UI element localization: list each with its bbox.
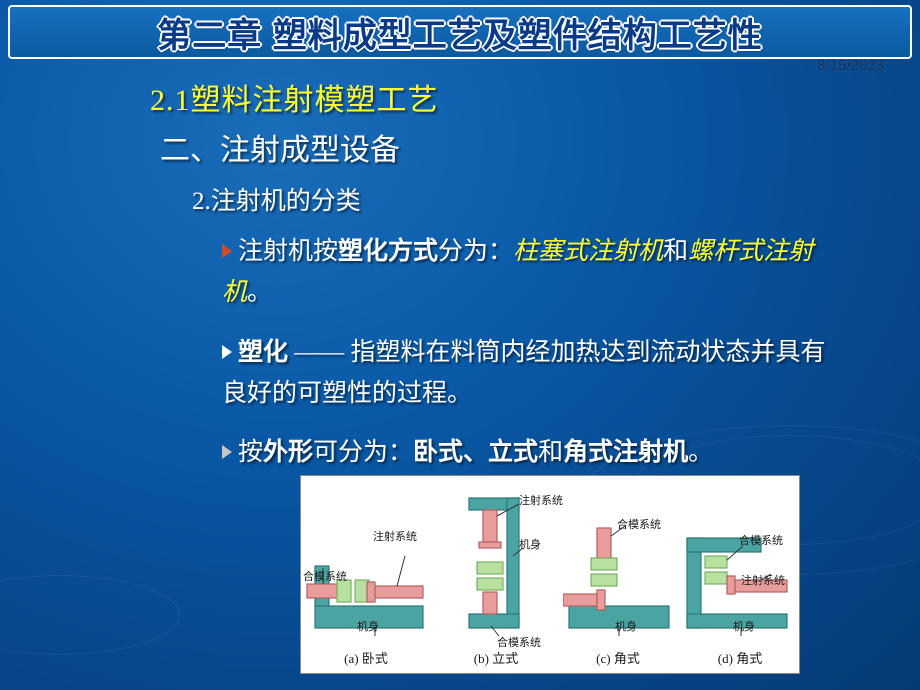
caption-a: (a) 卧式	[311, 648, 421, 667]
bullet-1-text: 注射机按	[238, 238, 338, 265]
bullet-triangle-icon	[222, 445, 232, 459]
section-two-heading: 二、注射成型设备	[160, 125, 850, 169]
label-clamp-sys: 合模系统	[617, 516, 661, 532]
machine-b	[441, 496, 551, 639]
bullet-2: 塑化 —— 指塑料在料筒内经加热达到流动状态并具有良好的可塑性的过程。	[222, 332, 830, 415]
bullet-3-end: 。	[688, 439, 713, 466]
bullet-3-bold1: 外形	[263, 438, 313, 466]
label-clamp-sys: 合模系统	[303, 568, 347, 584]
section-2-1-heading: 2.1塑料注射模塑工艺	[150, 75, 850, 119]
label-body: 机身	[733, 618, 755, 634]
caption-d: (d) 角式	[685, 648, 795, 667]
bullet-3-and: 和	[538, 439, 563, 466]
label-clamp-sys: 合模系统	[739, 532, 783, 548]
bullet-3: 按外形可分为：卧式、立式和角式注射机。	[222, 432, 830, 473]
chapter-title: 第二章 塑料成型工艺及塑件结构工艺性	[157, 8, 762, 57]
label-body: 机身	[519, 536, 541, 552]
chapter-title-bar: 第二章 塑料成型工艺及塑件结构工艺性	[8, 5, 912, 59]
bullet-1-bold: 塑化方式	[338, 237, 438, 265]
bg-ripple	[0, 575, 180, 655]
caption-c: (c) 角式	[563, 648, 673, 667]
label-body: 机身	[615, 618, 637, 634]
bullet-triangle-icon	[222, 244, 232, 258]
machine-b-svg	[441, 496, 551, 641]
date-stamp: 8/15/2023	[817, 57, 884, 74]
bullet-2-head: 塑化	[238, 338, 288, 366]
bullet-1-em1: 柱塞式注射机	[513, 238, 663, 265]
label-inject-sys: 注射系统	[519, 492, 563, 508]
subsection-2-heading: 2.注射机的分类	[192, 181, 850, 217]
bullet-1-and: 和	[663, 238, 688, 265]
label-inject-sys: 注射系统	[741, 572, 785, 588]
bullet-3-bold2: 卧式、立式	[413, 438, 538, 466]
bullet-triangle-icon	[222, 345, 232, 359]
bullet-2-dash: ——	[288, 339, 351, 366]
label-body: 机身	[357, 618, 379, 634]
bullet-1: 注射机按塑化方式分为：柱塞式注射机和螺杆式注射机。	[222, 231, 830, 314]
slide-content: 2.1塑料注射模塑工艺 二、注射成型设备 2.注射机的分类 注射机按塑化方式分为…	[0, 59, 920, 473]
bullet-1-end: 。	[247, 279, 272, 306]
bullet-1-mid: 分为：	[438, 238, 513, 265]
label-inject-sys: 注射系统	[373, 528, 417, 544]
bullet-3-prefix: 按	[238, 439, 263, 466]
machine-types-figure: 注射系统 合模系统 机身 (a) 卧式 注射系统 机身 合模系统 (b) 立式 …	[300, 475, 800, 674]
bullet-3-bold3: 角式注射机	[563, 438, 688, 466]
bullet-3-mid: 可分为：	[313, 439, 413, 466]
caption-b: (b) 立式	[441, 648, 551, 667]
